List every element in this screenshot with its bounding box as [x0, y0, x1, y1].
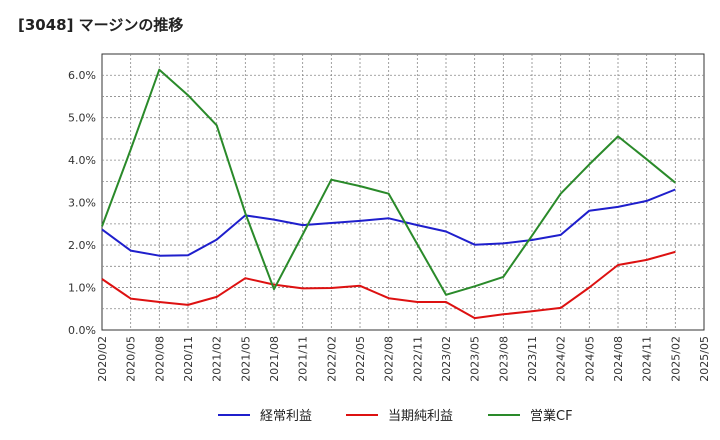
legend-label: 経常利益 — [260, 409, 312, 424]
x-tick-label: 2022/08 — [383, 336, 396, 382]
x-tick-label: 2023/08 — [497, 336, 510, 382]
x-tick-label: 2020/08 — [153, 336, 166, 382]
grid — [102, 54, 704, 330]
y-tick-label: 5.0% — [68, 112, 96, 125]
x-tick-label: 2025/02 — [669, 336, 682, 382]
x-tick-label: 2020/02 — [96, 336, 109, 382]
chart-title: [3048] マージンの推移 — [18, 16, 184, 34]
x-tick-label: 2022/05 — [354, 336, 367, 382]
legend-label: 営業CF — [530, 408, 573, 424]
plot-area — [101, 53, 705, 331]
legend: 経常利益 当期純利益 営業CF — [218, 408, 573, 424]
x-tick-label: 2022/11 — [411, 336, 424, 382]
x-tick-label: 2020/05 — [125, 336, 138, 382]
x-tick-label: 2024/11 — [641, 336, 654, 382]
x-tick-label: 2023/02 — [440, 336, 453, 382]
x-tick-label: 2022/02 — [325, 336, 338, 382]
x-tick-label: 2024/08 — [612, 336, 625, 382]
x-tick-label: 2021/05 — [239, 336, 252, 382]
y-tick-label: 3.0% — [68, 197, 96, 210]
y-tick-label: 0.0% — [68, 324, 96, 337]
y-tick-label: 2.0% — [68, 239, 96, 252]
x-tick-label: 2021/08 — [268, 336, 281, 382]
legend-label: 当期純利益 — [388, 409, 453, 424]
x-axis: 2020/02 2020/05 2020/08 2020/11 2021/02 2021/… — [96, 336, 711, 382]
y-tick-label: 6.0% — [68, 69, 96, 82]
x-tick-label: 2024/02 — [555, 336, 568, 382]
x-tick-label: 2021/02 — [211, 336, 224, 382]
x-tick-label: 2025/05 — [698, 336, 711, 382]
y-axis: 0.0% 1.0% 2.0% 3.0% 4.0% 5.0% 6.0% — [68, 69, 96, 337]
series-lines — [101, 68, 676, 320]
x-tick-label: 2023/05 — [469, 336, 482, 382]
x-tick-label: 2023/11 — [526, 336, 539, 382]
x-tick-label: 2024/05 — [583, 336, 596, 382]
y-tick-label: 4.0% — [68, 154, 96, 167]
x-tick-label: 2021/11 — [297, 336, 310, 382]
x-tick-label: 2020/11 — [182, 336, 195, 382]
y-tick-label: 1.0% — [68, 282, 96, 295]
